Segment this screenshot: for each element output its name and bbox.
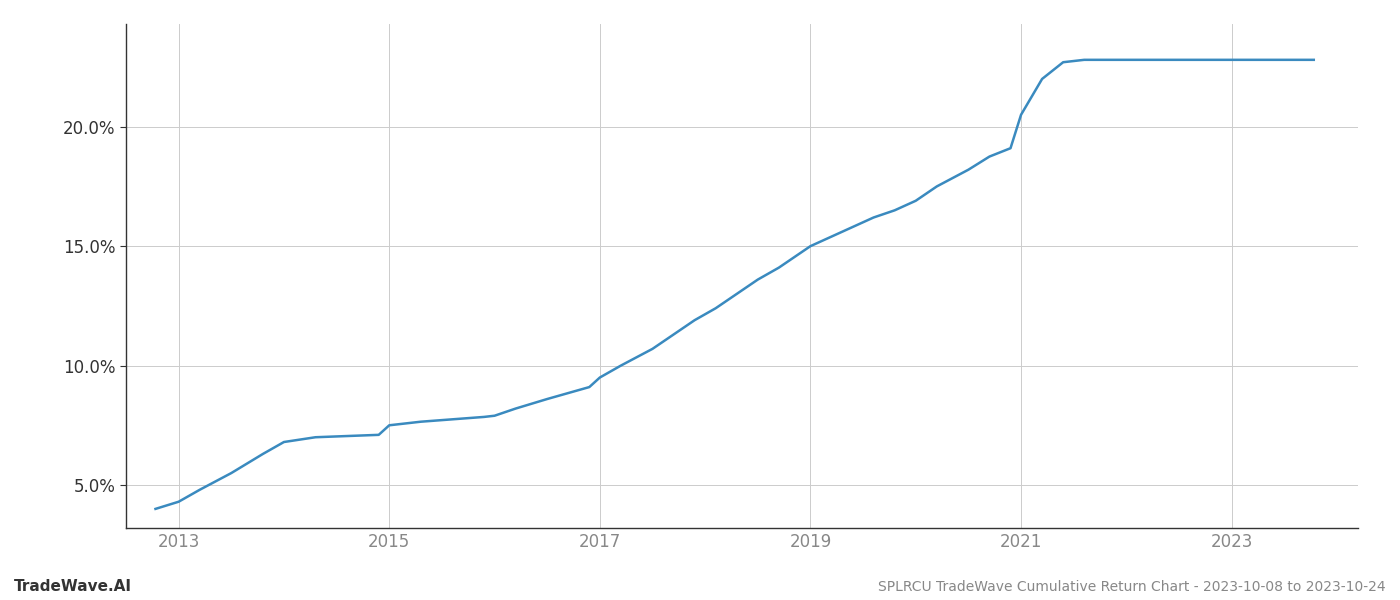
- Text: SPLRCU TradeWave Cumulative Return Chart - 2023-10-08 to 2023-10-24: SPLRCU TradeWave Cumulative Return Chart…: [878, 580, 1386, 594]
- Text: TradeWave.AI: TradeWave.AI: [14, 579, 132, 594]
